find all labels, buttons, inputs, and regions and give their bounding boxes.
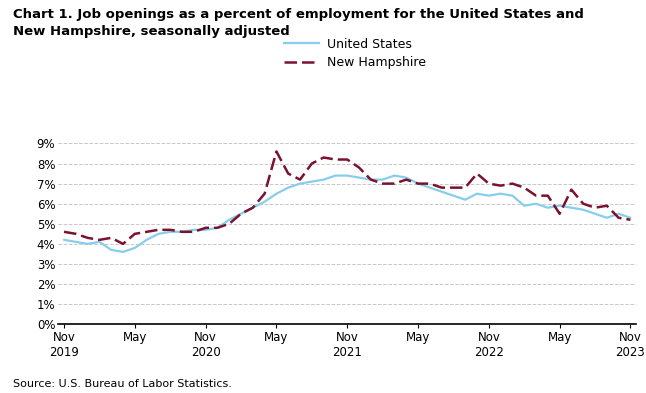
Legend: United States, New Hampshire: United States, New Hampshire: [284, 38, 426, 69]
Text: Source: U.S. Bureau of Labor Statistics.: Source: U.S. Bureau of Labor Statistics.: [13, 379, 232, 389]
Text: Chart 1. Job openings as a percent of employment for the United States and
New H: Chart 1. Job openings as a percent of em…: [13, 8, 584, 38]
